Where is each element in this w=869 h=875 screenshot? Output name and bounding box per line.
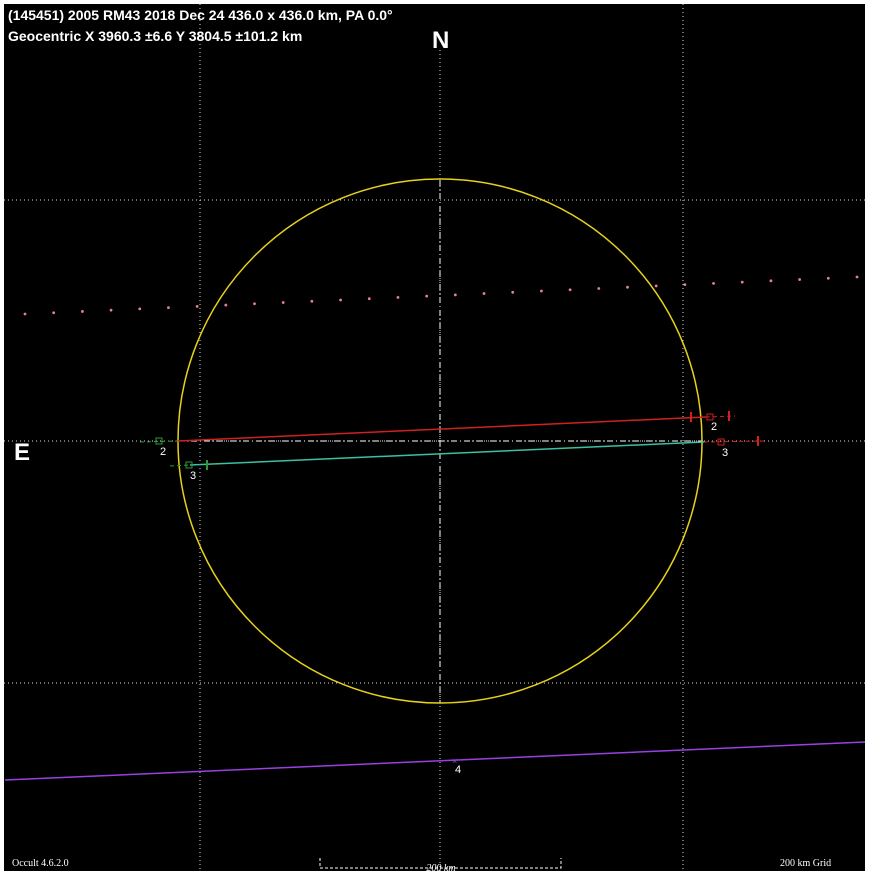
chord — [177, 416, 707, 442]
path-dot — [798, 278, 802, 281]
chord-marker — [155, 437, 163, 445]
chord-3: 3 3 — [169, 436, 766, 482]
path-dot — [626, 285, 629, 289]
plot-area — [4, 4, 865, 871]
grid-label: 200 km Grid — [780, 858, 831, 869]
title: (145451) 2005 RM43 2018 Dec 24 436.0 x 4… — [8, 7, 393, 23]
path-dot — [396, 296, 400, 299]
path-dot — [654, 284, 658, 288]
version: Occult 4.6.2.0 — [12, 858, 69, 869]
chord-extension — [703, 440, 766, 443]
path-dot — [826, 276, 830, 280]
chord-2: 2 2 — [139, 411, 736, 458]
path-dot — [310, 299, 314, 303]
chord-extension — [705, 415, 736, 418]
path-dot — [540, 289, 543, 293]
path-dot — [568, 288, 572, 292]
path-dot — [683, 283, 687, 287]
path-dot — [425, 294, 429, 298]
chord-marker — [706, 413, 714, 421]
path-dot — [453, 293, 457, 297]
path-dots — [23, 275, 859, 316]
path-dot — [511, 290, 515, 294]
chord-label: 3 — [722, 447, 728, 459]
chord-label: 2 — [160, 446, 166, 458]
path-dot — [769, 279, 773, 283]
chord-marker: × — [452, 756, 457, 766]
chord-label: 4 — [455, 764, 461, 776]
path-dot — [52, 311, 56, 315]
chord-marker — [717, 438, 725, 446]
path-dot — [597, 287, 601, 290]
path-dot — [167, 306, 170, 310]
path-dot — [855, 275, 859, 279]
chord-label: 2 — [711, 421, 717, 433]
path-dot — [138, 307, 142, 311]
path-dot — [367, 297, 371, 301]
path-dot — [109, 308, 113, 312]
subtitle: Geocentric X 3960.3 ±6.6 Y 3804.5 ±101.2… — [8, 28, 302, 44]
chord-4: × 4 — [4, 741, 866, 781]
chord-extension — [139, 440, 179, 443]
east-label: E — [14, 439, 30, 466]
path-dot — [712, 281, 715, 285]
path-dot — [23, 312, 27, 316]
chord — [4, 741, 866, 781]
north-label: N — [432, 27, 449, 54]
chord-extension — [169, 464, 191, 467]
chord-marker — [185, 461, 193, 469]
chord — [189, 441, 705, 466]
path-dot — [80, 310, 84, 313]
path-dot — [224, 303, 228, 307]
path-dot — [339, 298, 342, 302]
scale-label: 200 km — [426, 863, 455, 874]
path-dot — [740, 280, 744, 284]
path-dot — [281, 301, 285, 304]
path-dot — [253, 302, 256, 306]
scale-bar — [319, 858, 562, 869]
chord-label: 3 — [190, 470, 196, 482]
path-dot — [195, 304, 199, 308]
path-dot — [482, 292, 486, 295]
grid — [4, 4, 865, 871]
